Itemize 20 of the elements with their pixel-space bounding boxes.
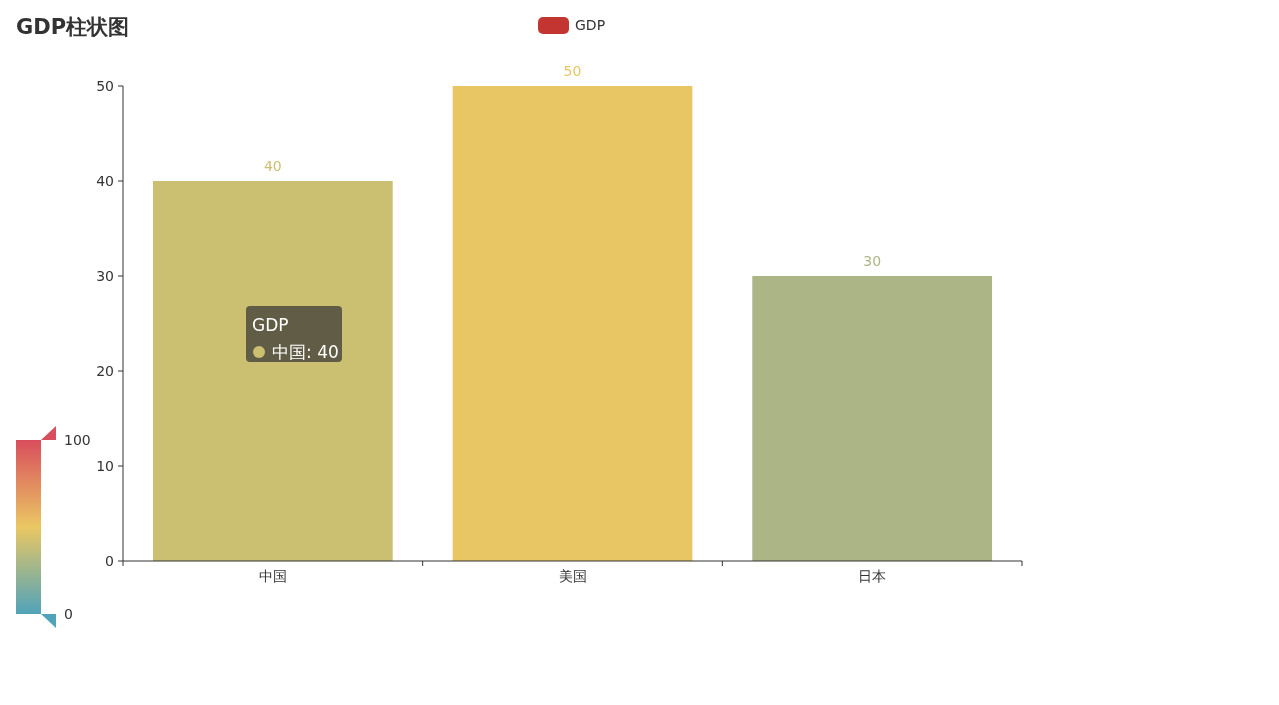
- color-bar-label: 0: [64, 606, 73, 622]
- y-tick-label: 10: [96, 458, 114, 474]
- x-tick-label: 中国: [258, 568, 287, 584]
- y-tick-label: 0: [105, 553, 114, 569]
- chart-title: GDP柱状图: [16, 15, 130, 39]
- data-label: 50: [563, 63, 582, 79]
- bar: [452, 86, 693, 561]
- color-bar-label: 100: [64, 432, 91, 448]
- data-label: 40: [263, 158, 282, 174]
- y-tick-label: 20: [96, 363, 114, 379]
- y-tick-label: 40: [96, 173, 114, 189]
- bar: [752, 276, 993, 561]
- data-label: 30: [863, 253, 882, 269]
- y-tick-label: 50: [96, 78, 114, 94]
- x-tick-label: 美国: [558, 568, 587, 584]
- y-tick-label: 30: [96, 268, 114, 284]
- text: GDP: [575, 17, 606, 33]
- bar: [152, 181, 393, 561]
- annotation: GDP 中国: 40: [252, 315, 339, 362]
- x-tick-label: 日本: [858, 568, 887, 584]
